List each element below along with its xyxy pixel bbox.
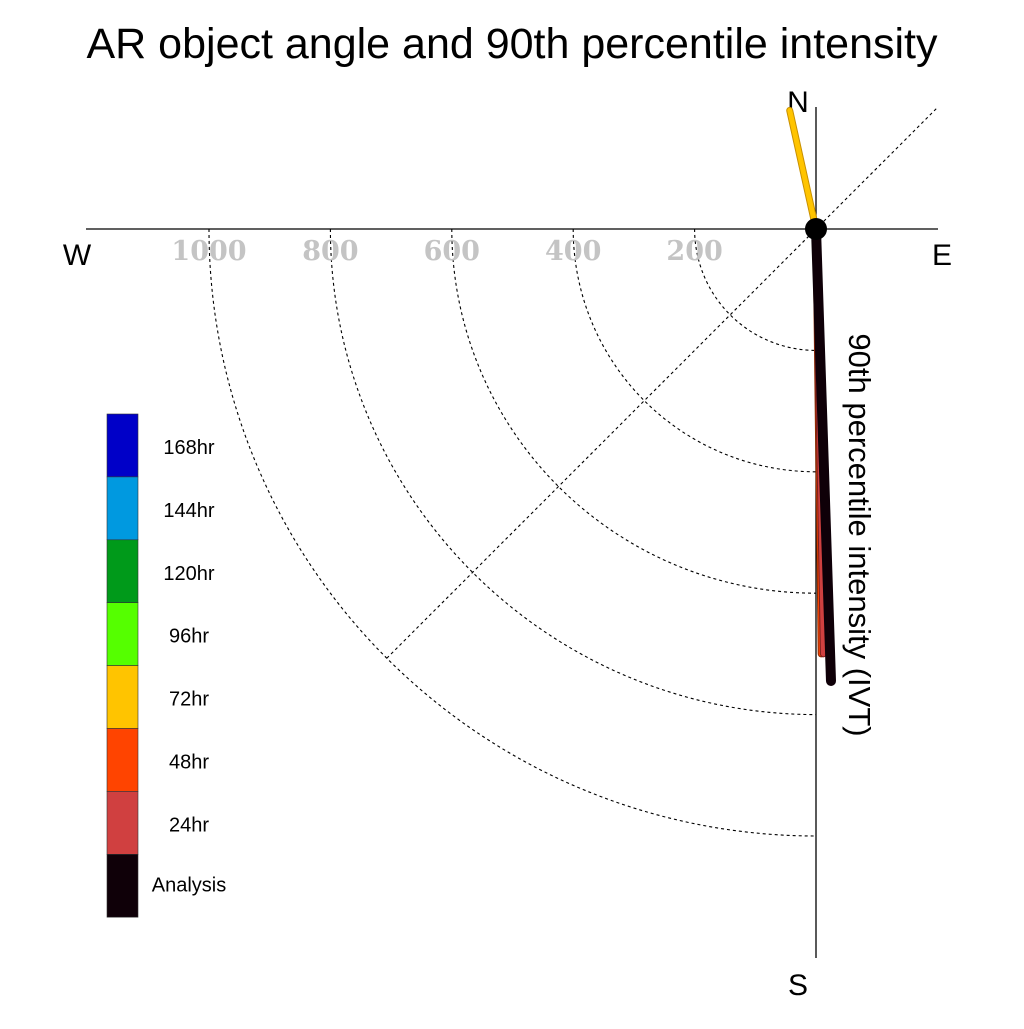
east-label: E (932, 239, 952, 272)
legend-swatch-120hr (106, 539, 139, 603)
radial-tick-labels: 200 400 600 800 1000 (171, 236, 722, 267)
legend-label-144hr: 144hr (163, 500, 214, 522)
legend-label-120hr: 120hr (163, 563, 214, 585)
vector-analysis (811, 224, 836, 686)
legend-label-analysis: Analysis (152, 874, 226, 896)
legend-swatch-24hr (106, 791, 139, 855)
grid (208, 108, 937, 837)
south-label: S (788, 969, 808, 1002)
grid-arc-600 (451, 228, 817, 594)
legend-swatch-analysis (106, 853, 139, 918)
grid-arc-800 (329, 228, 817, 716)
radial-tick-label-400: 400 (545, 236, 601, 267)
origin-dot (805, 218, 827, 240)
vector-series (786, 106, 836, 686)
legend-label-72hr: 72hr (169, 689, 209, 711)
radial-tick-label-1000: 1000 (171, 236, 246, 267)
legend-swatch-48hr (106, 728, 139, 792)
legend-label-48hr: 48hr (169, 752, 209, 774)
legend-swatch-96hr (106, 602, 139, 666)
legend: 168hr 144hr 120hr 96hr 72hr 48hr 24hr Analysis (106, 413, 226, 918)
legend-swatch-72hr (106, 665, 139, 729)
legend-swatch-144hr (106, 476, 139, 541)
grid-arc-200 (694, 228, 817, 351)
grid-arc-400 (572, 228, 817, 473)
west-label: W (63, 239, 92, 272)
vector-72hr (786, 106, 820, 233)
legend-label-168hr: 168hr (163, 437, 214, 459)
radial-tick-label-200: 200 (666, 236, 722, 267)
legend-swatch-168hr (106, 413, 139, 478)
radial-axis-label: 90th percentile intensity (IVT) (842, 333, 877, 736)
chart-title: AR object angle and 90th percentile inte… (87, 20, 938, 68)
legend-label-24hr: 24hr (169, 814, 209, 836)
radial-tick-label-600: 600 (424, 236, 480, 267)
legend-label-96hr: 96hr (169, 626, 209, 648)
radial-tick-label-800: 800 (302, 236, 358, 267)
